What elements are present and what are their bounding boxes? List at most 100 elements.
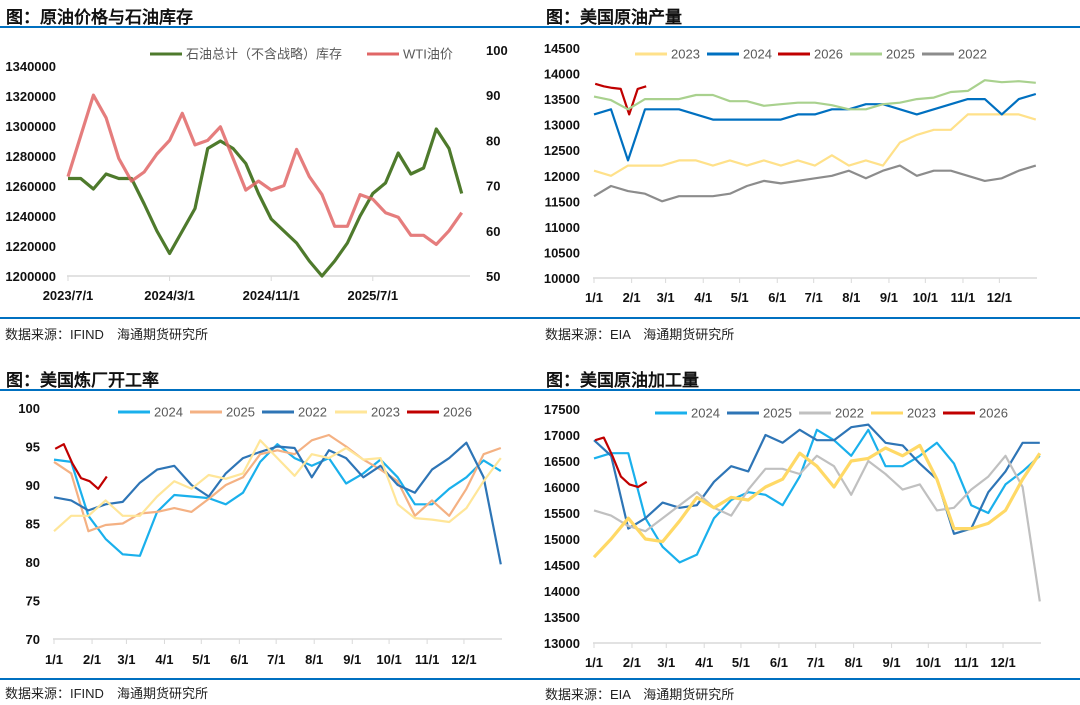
y-tick-label: 10000 xyxy=(544,271,580,286)
series-line-2024 xyxy=(53,443,502,557)
y-tick-label: 13500 xyxy=(544,92,580,107)
y-tick-label: 1340000 xyxy=(5,59,56,74)
source-note: 数据来源：EIA 海通期货研究所 xyxy=(545,327,735,342)
x-tick-label: 2023/7/1 xyxy=(43,288,94,303)
x-tick-label: 4/1 xyxy=(155,652,173,667)
legend-label: 2023 xyxy=(671,47,700,62)
series-line-2026 xyxy=(594,436,648,489)
y-tick-label: 12500 xyxy=(544,143,580,158)
y-tick-label: 15500 xyxy=(544,506,580,521)
series-line-2023 xyxy=(593,113,1037,177)
x-tick-label: 11/1 xyxy=(954,655,979,670)
y-tick-label: 16000 xyxy=(544,480,580,495)
x-tick-label: 4/1 xyxy=(694,290,712,305)
series-line-2025 xyxy=(593,79,1036,111)
legend-label: 2025 xyxy=(226,405,255,420)
panel-us-crude-runs: 图：美国原油加工量 13000 13500 14000 14500 15000 15500… xyxy=(540,360,1080,705)
x-tick-label: 4/1 xyxy=(695,655,713,670)
y-tick-label: 12000 xyxy=(544,169,580,184)
x-tick-label: 1/1 xyxy=(45,652,63,667)
y-tick-label: 70 xyxy=(26,632,40,647)
legend-label: 2025 xyxy=(886,47,915,62)
source-note: 数据来源：IFIND 海通期货研究所 xyxy=(5,327,208,342)
x-tick-label: 2024/11/1 xyxy=(243,288,300,303)
legend-label: 2023 xyxy=(907,406,936,421)
y-tick-label: 11000 xyxy=(545,220,580,235)
x-tick-label: 10/1 xyxy=(916,655,941,670)
y-right-tick-label: 60 xyxy=(486,224,500,239)
series-line-2026 xyxy=(54,443,108,490)
x-tick-label: 3/1 xyxy=(657,290,675,305)
y-right-tick-label: 70 xyxy=(486,179,500,194)
legend-label: 2026 xyxy=(814,47,843,62)
series-line-2024 xyxy=(593,92,1037,162)
y-tick-label: 1240000 xyxy=(5,209,56,224)
y-tick-label: 1220000 xyxy=(5,239,56,254)
y-tick-label: 85 xyxy=(26,517,40,532)
footer-divider xyxy=(540,678,1080,680)
x-tick-label: 12/1 xyxy=(451,652,476,667)
legend-label: 2024 xyxy=(743,47,772,62)
x-tick-label: 12/1 xyxy=(987,290,1012,305)
y-tick-label: 13000 xyxy=(544,636,580,651)
chart-title: 图：美国原油产量 xyxy=(546,8,682,27)
y-tick-label: 100 xyxy=(18,401,40,416)
chart-us-crude-production: 10000 10500 11000 11500 12000 12500 13000 13500… xyxy=(544,41,1037,305)
footer-divider xyxy=(0,317,540,319)
title-divider xyxy=(0,26,540,28)
y-tick-label: 14000 xyxy=(544,584,580,599)
x-tick-label: 7/1 xyxy=(267,652,285,667)
series-line-2025 xyxy=(53,433,502,533)
x-tick-label: 9/1 xyxy=(883,655,901,670)
x-tick-label: 9/1 xyxy=(880,290,898,305)
legend-label: 2023 xyxy=(371,405,400,420)
y-right-tick-label: 90 xyxy=(486,88,500,103)
title-divider xyxy=(0,389,540,391)
chart-oil-price-inventory: 1200000 1220000 1240000 1260000 1280000 13000… xyxy=(5,43,507,303)
series-line-2023 xyxy=(592,443,1042,559)
x-tick-label: 3/1 xyxy=(657,655,675,670)
footer-divider xyxy=(540,317,1080,319)
series-line-2026 xyxy=(594,82,647,116)
x-tick-label: 8/1 xyxy=(305,652,323,667)
legend-label: 2024 xyxy=(154,405,183,420)
y-tick-label: 14500 xyxy=(544,558,580,573)
series-line-2022 xyxy=(593,164,1037,203)
y-tick-label: 17000 xyxy=(544,428,580,443)
series-line-2022 xyxy=(53,441,502,565)
legend-label: WTI油价 xyxy=(403,47,453,62)
x-tick-label: 9/1 xyxy=(343,652,361,667)
y-tick-label: 13000 xyxy=(544,118,580,133)
chart-title: 图：美国原油加工量 xyxy=(546,371,699,390)
footer-divider xyxy=(0,678,540,680)
x-tick-label: 12/1 xyxy=(990,655,1015,670)
legend-label: 2022 xyxy=(298,405,327,420)
legend-label: 2026 xyxy=(979,406,1008,421)
y-tick-label: 17500 xyxy=(544,402,580,417)
y-tick-label: 10500 xyxy=(544,245,580,260)
y-tick-label: 16500 xyxy=(544,454,580,469)
panel-us-crude-production: 图：美国原油产量 10000 10500 11000 11500 12000 12500 1… xyxy=(540,0,1080,345)
legend-label: 2026 xyxy=(443,405,472,420)
x-tick-label: 7/1 xyxy=(807,655,825,670)
y-right-tick-label: 50 xyxy=(486,269,500,284)
title-divider xyxy=(540,389,1080,391)
y-tick-label: 13500 xyxy=(544,610,580,625)
y-tick-label: 1320000 xyxy=(5,89,56,104)
x-tick-label: 11/1 xyxy=(951,290,976,305)
x-tick-label: 5/1 xyxy=(731,290,749,305)
x-tick-label: 10/1 xyxy=(913,290,938,305)
x-tick-label: 1/1 xyxy=(585,655,603,670)
series-line-2023 xyxy=(53,439,502,533)
series-line-2025 xyxy=(593,423,1040,535)
x-tick-label: 3/1 xyxy=(117,652,135,667)
legend-label: 石油总计（不含战略）库存 xyxy=(186,47,342,62)
x-tick-label: 11/1 xyxy=(415,652,440,667)
series-line-WTI油价 xyxy=(66,93,464,246)
x-tick-label: 2/1 xyxy=(623,655,641,670)
y-tick-label: 80 xyxy=(26,555,40,570)
y-tick-label: 1260000 xyxy=(5,179,56,194)
x-tick-label: 10/1 xyxy=(376,652,401,667)
y-tick-label: 90 xyxy=(26,478,40,493)
series-line-石油总计（不含战略）库存 xyxy=(68,127,464,278)
